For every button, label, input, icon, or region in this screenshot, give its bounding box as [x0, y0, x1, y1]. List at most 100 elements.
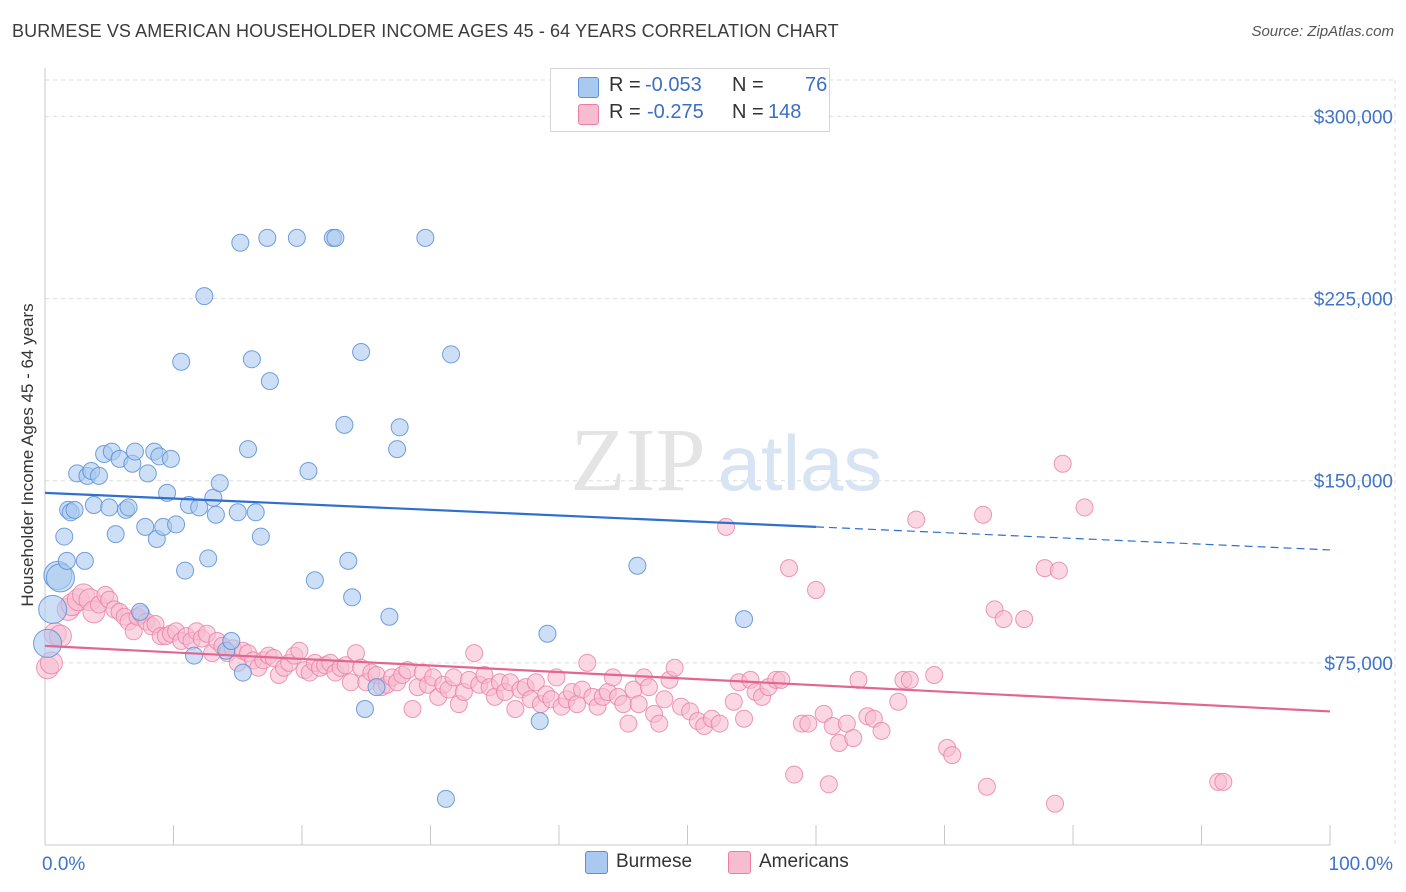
r-label: R = [609, 101, 641, 123]
americans-point [629, 695, 648, 714]
burmese-point [299, 462, 318, 480]
americans-point [900, 670, 919, 689]
americans-point [710, 714, 729, 733]
burmese-point [287, 228, 306, 247]
americans-trend-line [44, 644, 1331, 713]
n-label: N = [732, 74, 764, 96]
burmese-points [33, 228, 754, 808]
americans-point [655, 690, 674, 709]
burmese-trend-line [44, 491, 817, 528]
burmese-point [228, 503, 247, 522]
burmese-point [305, 571, 324, 590]
burmese-point [176, 561, 195, 580]
burmese-point [260, 372, 279, 391]
americans-point [614, 695, 633, 714]
americans-point [290, 641, 309, 660]
burmese-point [55, 527, 74, 546]
burmese-point [355, 700, 374, 718]
watermark: ZIP atlas [571, 411, 883, 510]
burmese-point [538, 624, 557, 643]
americans-point [403, 700, 422, 718]
americans-point [1075, 498, 1094, 517]
r-value: -0.053 [645, 74, 702, 96]
burmese-point [89, 466, 108, 485]
burmese-point [416, 228, 435, 247]
americans-point [639, 678, 658, 697]
tick-labels: $75,000 $150,000 $225,000 $300,000 0.0% 100.0… [42, 107, 1393, 875]
axes [44, 68, 1331, 846]
americans-point [814, 704, 833, 723]
americans-point [506, 700, 525, 718]
burmese-point [530, 712, 549, 731]
burmese-point [339, 551, 358, 570]
americans-point [724, 692, 743, 711]
burmese-point [84, 496, 103, 514]
burmese-point [33, 628, 63, 658]
americans-point [872, 721, 891, 740]
burmese-point [172, 352, 191, 371]
trend-lines [44, 491, 1331, 713]
burmese-trend-extension [815, 526, 1331, 551]
burmese-legend-swatch [585, 851, 608, 874]
burmese-point [258, 228, 277, 247]
n-label: N = [732, 101, 764, 123]
americans-swatch [578, 104, 599, 125]
burmese-point [119, 498, 138, 517]
americans-point [974, 505, 993, 524]
watermark-atlas: atlas [718, 419, 883, 507]
americans-point [1053, 454, 1072, 473]
americans-point [943, 746, 962, 765]
americans-point [650, 714, 669, 733]
americans-legend-swatch [728, 851, 751, 874]
americans-point [907, 510, 926, 529]
americans-point [341, 673, 360, 692]
burmese-point [125, 442, 144, 461]
y-tick-label: $300,000 [1314, 107, 1393, 128]
americans-point [717, 517, 736, 536]
n-value: 76 [805, 74, 828, 96]
americans-point [849, 670, 868, 689]
burmese-point [246, 503, 265, 522]
burmese-point [251, 527, 270, 546]
y-tick-label: $225,000 [1314, 290, 1393, 311]
burmese-point [190, 498, 209, 517]
burmese-point [380, 607, 399, 626]
burmese-point [436, 789, 455, 808]
burmese-point [195, 287, 214, 306]
burmese-point [628, 556, 647, 575]
burmese-point [442, 345, 461, 364]
americans-point [844, 729, 863, 748]
americans-point [994, 610, 1013, 629]
burmese-point [335, 415, 354, 434]
americans-point [785, 765, 804, 784]
source-credit: Source: ZipAtlas.com [1251, 23, 1394, 40]
r-value: -0.275 [647, 101, 704, 123]
americans-point [603, 668, 622, 687]
burmese-swatch [578, 77, 599, 98]
chart-title: BURMESE VS AMERICAN HOUSEHOLDER INCOME A… [12, 21, 839, 41]
americans-point [444, 668, 463, 687]
burmese-point [222, 632, 241, 650]
burmese-point [136, 517, 155, 536]
americans-point [925, 666, 944, 684]
americans-point [1214, 772, 1233, 791]
americans-point [1049, 561, 1068, 580]
burmese-point [65, 500, 84, 519]
burmese-legend-label: Burmese [616, 851, 693, 872]
americans-point [526, 673, 545, 692]
burmese-point [210, 474, 229, 493]
burmese-point [390, 418, 409, 437]
burmese-point [735, 610, 754, 629]
americans-point [665, 658, 684, 677]
burmese-point [352, 343, 371, 361]
americans-point [735, 709, 754, 728]
burmese-point [106, 525, 125, 544]
burmese-point [161, 449, 180, 468]
americans-point [807, 581, 825, 599]
burmese-point [57, 551, 76, 570]
burmese-point [167, 515, 186, 534]
r-label: R = [609, 74, 641, 96]
americans-point [619, 714, 638, 733]
americans-point [889, 692, 908, 711]
